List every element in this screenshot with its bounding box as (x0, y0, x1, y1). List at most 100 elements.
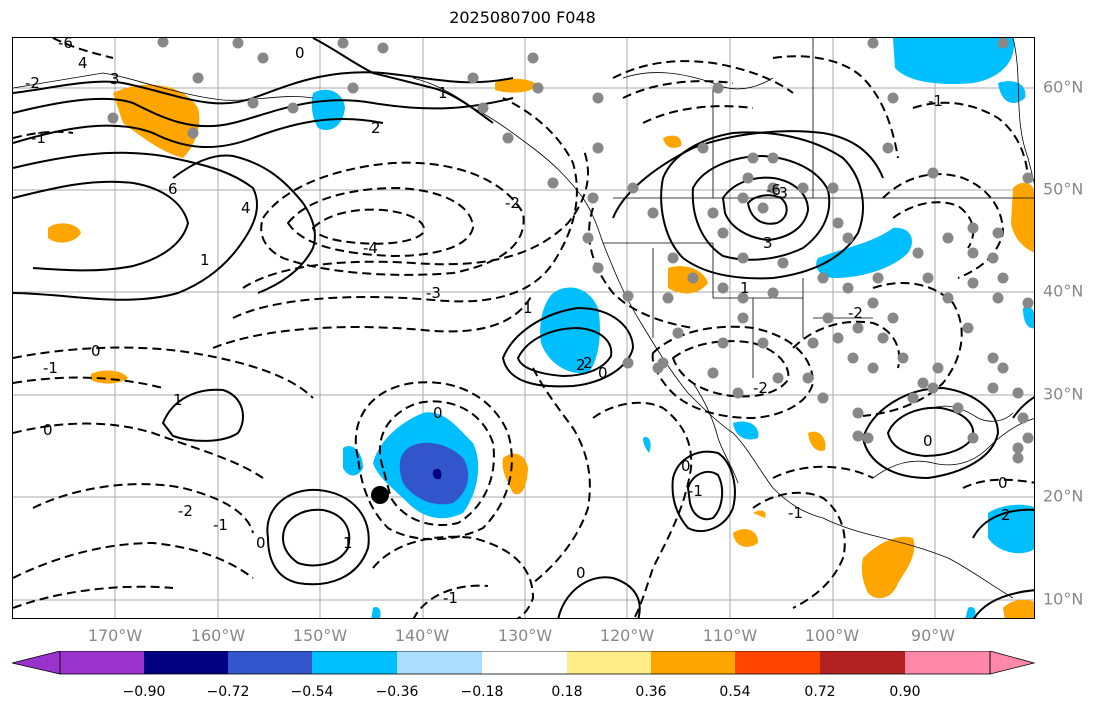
map-canvas: -6 4 3 1 0 -1 -2 2 6 -4 -3 0 1 -2 4 3 -3… (13, 38, 1034, 618)
dashed-contours (13, 38, 1034, 618)
contour-label: 0 (295, 44, 305, 62)
longitude-label: 170°W (87, 626, 143, 645)
contour-label: 4 (241, 199, 251, 217)
contour-label: -3 (426, 284, 441, 302)
colorbar-segment (820, 651, 905, 674)
shaded-region-lightblue (643, 437, 651, 453)
contour-label: 0 (256, 534, 266, 552)
colorbar-tick-label: −0.36 (375, 684, 419, 700)
contour-label: 4 (78, 54, 88, 72)
colorbar-tick-label: 0.90 (889, 684, 921, 700)
colorbar-tick-label: 0.54 (719, 684, 751, 700)
contour-label: 0 (43, 421, 53, 439)
latitude-label: 20°N (1043, 486, 1084, 506)
shaded-region-orange (495, 78, 538, 93)
contour-label: 0 (433, 404, 443, 422)
colorbar (12, 651, 1036, 675)
contour-label: -2 (753, 379, 768, 397)
shaded-region-orange (113, 84, 200, 158)
contour-label: 1 (343, 534, 353, 552)
contour-label: 0 (681, 457, 691, 475)
shaded-region-orange (733, 529, 758, 547)
colorbar-tick-label: −0.90 (122, 684, 166, 700)
longitude-label: 110°W (702, 626, 758, 645)
latitude-label: 50°N (1043, 179, 1084, 199)
shaded-region-orange (808, 431, 826, 451)
colorbar-segment (228, 651, 312, 674)
shaded-region-navy (432, 468, 442, 480)
colorbar-tick-label: 0.72 (804, 684, 836, 700)
shaded-region-orange (48, 223, 81, 243)
longitude-label: 150°W (292, 626, 348, 645)
colorbar-segment (735, 651, 820, 674)
shaded-region-lightblue (733, 421, 759, 440)
shaded-region-lightblue (1023, 306, 1034, 329)
latitude-label: 10°N (1043, 589, 1084, 609)
colorbar-segment (60, 651, 144, 674)
contour-label: -1 (213, 516, 228, 534)
map-title: 2025080700 F048 (449, 8, 596, 27)
contour-label: -1 (788, 504, 803, 522)
latitude-label: 40°N (1043, 281, 1084, 301)
shaded-anomaly-regions (48, 38, 1034, 618)
colorbar-segment (905, 651, 990, 674)
shaded-region-lightblue (965, 607, 976, 618)
contour-label: 0 (91, 342, 101, 360)
contour-label: -2 (848, 304, 863, 322)
contour-label: -1 (43, 359, 58, 377)
shaded-region-lightblue (371, 607, 381, 618)
colorbar-tick-label: −0.54 (290, 684, 334, 700)
colorbar-tick-label: −0.18 (460, 684, 504, 700)
contour-label: 1 (173, 391, 183, 409)
contour-label: -3 (773, 184, 788, 202)
contour-label: 3 (763, 234, 773, 252)
contour-label: 0 (576, 564, 586, 582)
contour-label: -6 (58, 38, 73, 52)
colorbar-segment (989, 651, 1036, 675)
shaded-region-lightblue (893, 38, 1014, 85)
contour-label: 6 (168, 180, 178, 198)
contour-label: -2 (25, 74, 40, 92)
contour-label: -1 (31, 129, 46, 147)
latitude-label: 60°N (1043, 77, 1084, 97)
contour-label: -2 (178, 502, 193, 520)
contour-label: -6 (766, 181, 781, 199)
shaded-region-lightblue (988, 504, 1034, 554)
storm-marker-dot (371, 486, 389, 504)
contour-label: 1 (740, 279, 750, 297)
gray-dots (107, 38, 1034, 464)
shaded-region-orange (1011, 182, 1034, 253)
shaded-region-orange (91, 370, 128, 384)
colorbar-tick-label: −0.72 (206, 684, 250, 700)
longitude-label: 130°W (497, 626, 553, 645)
colorbar-tick-label: 0.18 (551, 684, 583, 700)
shaded-region-lightblue (311, 89, 345, 130)
contour-label: 0 (923, 432, 933, 450)
latitude-label: 30°N (1043, 384, 1084, 404)
contour-label: -1 (688, 482, 703, 500)
shaded-region-lightblue (816, 227, 913, 278)
contour-label: 1 (200, 251, 210, 269)
shaded-region-lightblue (343, 445, 363, 476)
colorbar-segment (144, 651, 228, 674)
contour-label: 2 (576, 356, 586, 374)
shaded-region-orange (663, 135, 682, 148)
colorbar-segment (651, 651, 735, 674)
contour-label: 0 (598, 364, 608, 382)
contour-label: 1 (438, 84, 448, 102)
longitude-label: 120°W (599, 626, 655, 645)
contour-label: 0 (998, 474, 1008, 492)
contour-label: -1 (928, 92, 943, 110)
colorbar-tick-label: 0.36 (635, 684, 667, 700)
shaded-region-orange (502, 453, 528, 495)
shaded-region-lightblue (998, 81, 1026, 103)
shaded-region-orange (861, 536, 915, 599)
contour-label: 2 (1001, 506, 1011, 524)
shaded-region-orange (753, 510, 766, 518)
colorbar-segment (567, 651, 651, 674)
longitude-label: 140°W (394, 626, 450, 645)
longitude-label: 100°W (804, 626, 860, 645)
shaded-region-orange (1003, 599, 1034, 618)
contour-label: -4 (363, 239, 378, 257)
contour-label: -1 (443, 589, 458, 607)
